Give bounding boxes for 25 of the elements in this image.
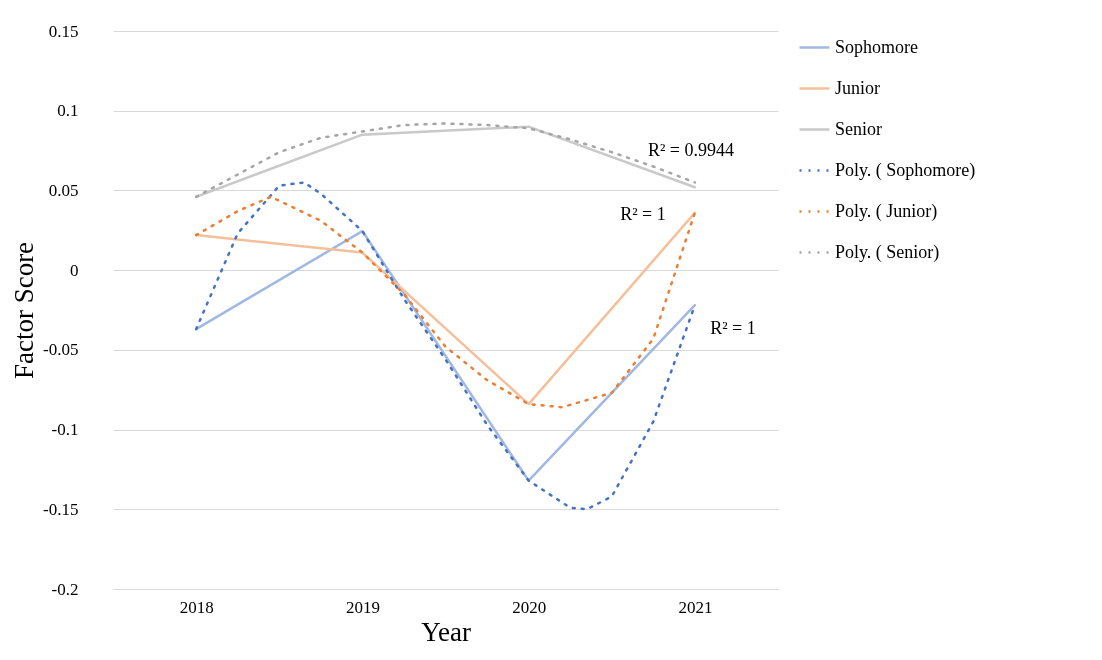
x-tick-label: 2021 [678, 597, 713, 617]
x-tick-label: 2020 [512, 597, 547, 617]
x-tick-label: 2018 [179, 597, 214, 617]
annotation: R² = 1 [620, 204, 666, 224]
legend-label: Sophomore [835, 36, 919, 57]
x-axis-title: Year [421, 616, 471, 647]
x-tick-label: 2019 [345, 597, 380, 617]
y-tick-label: 0.15 [48, 21, 79, 41]
y-tick-label: -0.2 [51, 579, 79, 599]
legend-label: Senior [835, 118, 882, 139]
line-series [194, 229, 697, 482]
legend-label: Junior [835, 77, 881, 98]
line-series [194, 181, 697, 511]
y-axis-title: Factor Score [9, 241, 40, 380]
annotation: R² = 1 [710, 318, 756, 338]
annotation: R² = 0.9944 [647, 140, 735, 160]
legend-label: Poly. ( Junior) [835, 200, 938, 222]
legend-label: Poly. ( Sophomore) [835, 159, 976, 181]
y-tick-label: 0 [70, 260, 79, 280]
y-tick-label: -0.05 [43, 340, 79, 360]
y-tick-label: 0.05 [48, 180, 79, 200]
y-tick-label: -0.15 [43, 499, 79, 519]
legend-label: Poly. ( Senior) [835, 241, 940, 263]
y-tick-label: -0.1 [51, 420, 79, 440]
y-tick-label: 0.1 [57, 101, 79, 121]
